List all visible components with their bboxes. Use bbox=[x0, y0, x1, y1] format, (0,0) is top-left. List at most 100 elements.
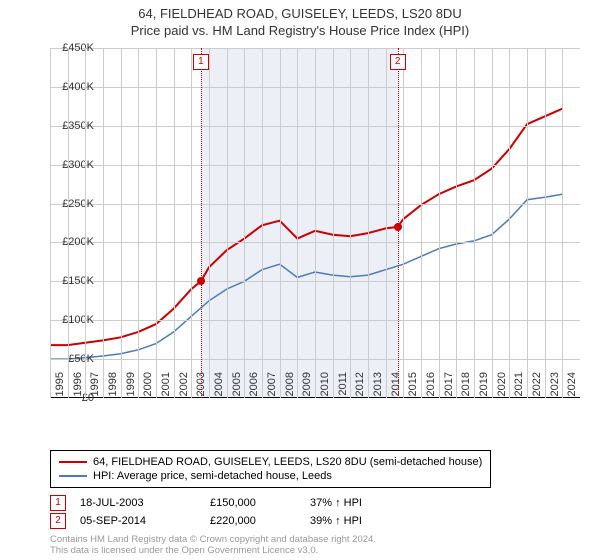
v-gridline bbox=[209, 48, 210, 398]
x-tick-label: 2021 bbox=[513, 372, 525, 402]
marker-date: 18-JUL-2003 bbox=[80, 497, 210, 509]
marker-price: £150,000 bbox=[210, 497, 310, 509]
x-tick-label: 2019 bbox=[478, 372, 490, 402]
marker-delta: 39% ↑ HPI bbox=[310, 515, 410, 527]
y-tick-label: £100K bbox=[44, 314, 94, 326]
v-gridline bbox=[527, 48, 528, 398]
x-tick-label: 1998 bbox=[107, 372, 119, 402]
v-gridline bbox=[103, 48, 104, 398]
v-gridline bbox=[315, 48, 316, 398]
x-tick-label: 2022 bbox=[531, 372, 543, 402]
v-gridline bbox=[138, 48, 139, 398]
v-gridline bbox=[280, 48, 281, 398]
y-tick-label: £50K bbox=[44, 353, 94, 365]
marker-table-row: 1 18-JUL-2003£150,00037% ↑ HPI bbox=[50, 494, 410, 512]
marker-table-index: 1 bbox=[50, 495, 66, 511]
marker-label-box: 1 bbox=[193, 54, 209, 70]
v-gridline bbox=[439, 48, 440, 398]
v-gridline bbox=[562, 48, 563, 398]
footer-line-1: Contains HM Land Registry data © Crown c… bbox=[50, 534, 376, 545]
v-gridline bbox=[191, 48, 192, 398]
y-tick-label: £300K bbox=[44, 159, 94, 171]
v-gridline bbox=[262, 48, 263, 398]
v-gridline bbox=[297, 48, 298, 398]
x-tick-label: 2006 bbox=[248, 372, 260, 402]
series-line-hpi bbox=[50, 194, 562, 359]
v-gridline bbox=[174, 48, 175, 398]
v-gridline bbox=[121, 48, 122, 398]
x-tick-label: 1995 bbox=[54, 372, 66, 402]
legend-row: 64, FIELDHEAD ROAD, GUISELEY, LEEDS, LS2… bbox=[59, 455, 482, 469]
x-tick-label: 1999 bbox=[125, 372, 137, 402]
y-tick-label: £200K bbox=[44, 236, 94, 248]
x-tick-label: 2001 bbox=[160, 372, 172, 402]
x-tick-label: 2004 bbox=[213, 372, 225, 402]
v-gridline bbox=[403, 48, 404, 398]
y-tick-label: £0 bbox=[44, 392, 94, 404]
x-tick-label: 2007 bbox=[266, 372, 278, 402]
title-line-1: 64, FIELDHEAD ROAD, GUISELEY, LEEDS, LS2… bbox=[0, 6, 600, 23]
v-gridline bbox=[474, 48, 475, 398]
y-tick-label: £450K bbox=[44, 42, 94, 54]
footer-attribution: Contains HM Land Registry data © Crown c… bbox=[50, 534, 376, 557]
legend-swatch bbox=[59, 461, 87, 463]
marker-point bbox=[394, 223, 402, 231]
x-tick-label: 2020 bbox=[496, 372, 508, 402]
x-tick-label: 2008 bbox=[284, 372, 296, 402]
marker-price: £220,000 bbox=[210, 515, 310, 527]
chart-area: £0£50K£100K£150K£200K£250K£300K£350K£400… bbox=[50, 48, 580, 418]
x-tick-label: 2010 bbox=[319, 372, 331, 402]
x-tick-label: 2002 bbox=[178, 372, 190, 402]
y-tick-label: £250K bbox=[44, 198, 94, 210]
x-tick-label: 2000 bbox=[142, 372, 154, 402]
markers-table: 1 18-JUL-2003£150,00037% ↑ HPI 2 05-SEP-201… bbox=[50, 494, 410, 530]
x-tick-label: 1997 bbox=[89, 372, 101, 402]
y-tick-label: £150K bbox=[44, 275, 94, 287]
marker-point bbox=[197, 277, 205, 285]
x-tick-label: 2011 bbox=[337, 372, 349, 402]
x-tick-label: 2016 bbox=[425, 372, 437, 402]
x-tick-label: 2012 bbox=[354, 372, 366, 402]
x-tick-label: 2013 bbox=[372, 372, 384, 402]
x-tick-label: 2024 bbox=[566, 372, 578, 402]
x-tick-label: 2023 bbox=[549, 372, 561, 402]
v-gridline bbox=[156, 48, 157, 398]
chart-title-block: 64, FIELDHEAD ROAD, GUISELEY, LEEDS, LS2… bbox=[0, 0, 600, 40]
x-tick-label: 2005 bbox=[231, 372, 243, 402]
marker-delta: 37% ↑ HPI bbox=[310, 497, 410, 509]
legend-row: HPI: Average price, semi-detached house,… bbox=[59, 469, 482, 483]
y-tick-label: £400K bbox=[44, 81, 94, 93]
legend-label: HPI: Average price, semi-detached house,… bbox=[93, 470, 332, 482]
v-gridline bbox=[386, 48, 387, 398]
marker-line bbox=[201, 48, 202, 398]
x-tick-label: 1996 bbox=[72, 372, 84, 402]
marker-table-index: 2 bbox=[50, 513, 66, 529]
x-tick-label: 2018 bbox=[460, 372, 472, 402]
v-gridline bbox=[244, 48, 245, 398]
x-tick-label: 2015 bbox=[407, 372, 419, 402]
footer-line-2: This data is licensed under the Open Gov… bbox=[50, 545, 376, 556]
v-gridline bbox=[68, 48, 69, 398]
series-line-property bbox=[50, 109, 562, 345]
v-gridline bbox=[509, 48, 510, 398]
legend-label: 64, FIELDHEAD ROAD, GUISELEY, LEEDS, LS2… bbox=[93, 456, 482, 468]
marker-table-row: 2 05-SEP-2014£220,00039% ↑ HPI bbox=[50, 512, 410, 530]
plot-region: £0£50K£100K£150K£200K£250K£300K£350K£400… bbox=[50, 48, 580, 398]
v-gridline bbox=[492, 48, 493, 398]
v-gridline bbox=[368, 48, 369, 398]
v-gridline bbox=[227, 48, 228, 398]
marker-label-box: 2 bbox=[390, 54, 406, 70]
v-gridline bbox=[350, 48, 351, 398]
v-gridline bbox=[421, 48, 422, 398]
legend-box: 64, FIELDHEAD ROAD, GUISELEY, LEEDS, LS2… bbox=[50, 450, 491, 488]
title-line-2: Price paid vs. HM Land Registry's House … bbox=[0, 23, 600, 40]
v-gridline bbox=[545, 48, 546, 398]
legend-swatch bbox=[59, 475, 87, 477]
marker-date: 05-SEP-2014 bbox=[80, 515, 210, 527]
v-gridline bbox=[50, 48, 51, 398]
y-tick-label: £350K bbox=[44, 120, 94, 132]
v-gridline bbox=[85, 48, 86, 398]
v-gridline bbox=[456, 48, 457, 398]
x-tick-label: 2009 bbox=[301, 372, 313, 402]
x-tick-label: 2017 bbox=[443, 372, 455, 402]
